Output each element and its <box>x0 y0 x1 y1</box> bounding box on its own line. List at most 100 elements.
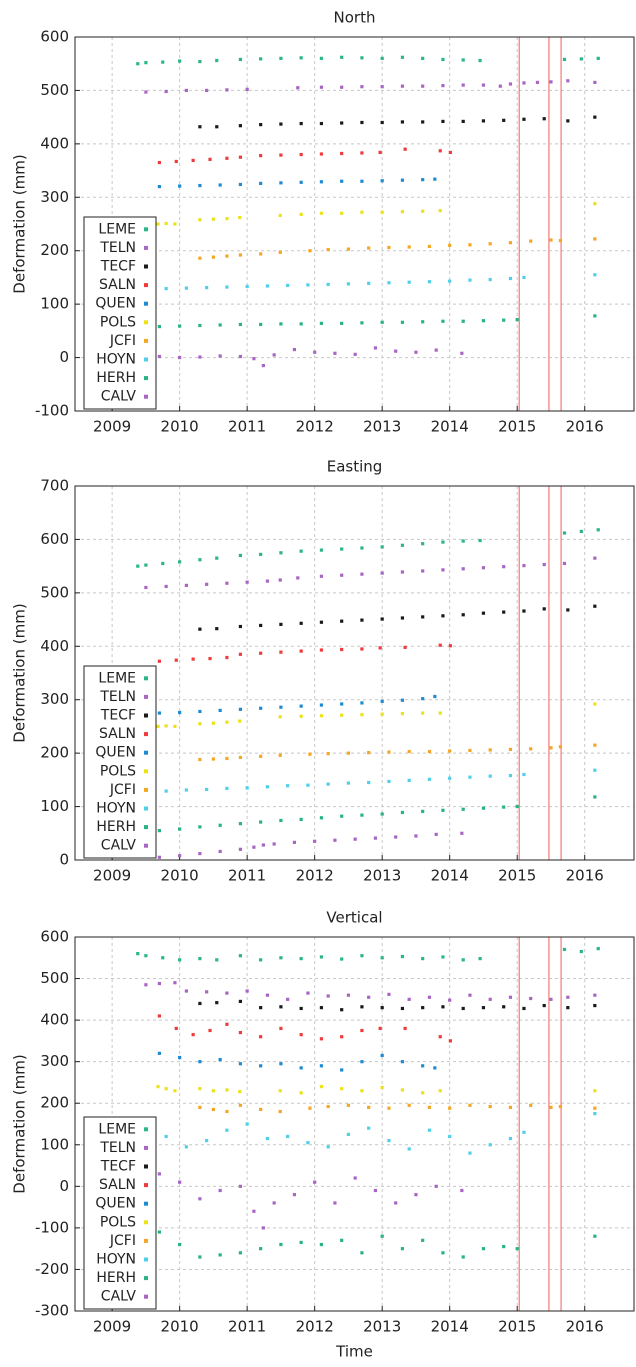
data-point <box>319 85 324 89</box>
legend-swatch <box>144 1257 148 1262</box>
data-point <box>421 84 425 88</box>
data-point <box>400 1060 405 1064</box>
data-point <box>299 1091 303 1095</box>
data-point <box>238 253 243 257</box>
data-point <box>522 609 526 613</box>
data-point <box>296 86 300 90</box>
data-point <box>400 570 405 574</box>
data-point <box>161 561 165 566</box>
data-point <box>461 807 465 811</box>
data-point <box>245 1122 249 1126</box>
data-point <box>340 713 344 717</box>
data-point <box>407 280 411 284</box>
data-point <box>299 704 303 708</box>
data-point <box>265 284 270 288</box>
data-point <box>198 558 202 562</box>
data-point <box>421 697 425 701</box>
data-point <box>238 124 243 128</box>
data-point <box>460 1188 464 1193</box>
data-point <box>360 1005 364 1009</box>
data-point <box>333 838 337 842</box>
data-point <box>593 768 597 772</box>
data-point <box>157 185 161 189</box>
data-point <box>333 1201 337 1205</box>
data-point <box>407 1147 411 1151</box>
data-point <box>279 153 283 157</box>
data-point <box>164 1087 168 1091</box>
data-point <box>549 997 553 1001</box>
data-point <box>421 569 425 573</box>
data-point <box>400 55 405 59</box>
legend-swatch <box>144 1145 148 1150</box>
legend-swatch <box>144 264 148 269</box>
data-point <box>373 836 378 840</box>
legend-swatch <box>144 1220 148 1225</box>
data-point <box>259 252 263 256</box>
data-point <box>178 560 182 564</box>
data-point <box>438 1089 442 1093</box>
legend-swatch <box>144 283 148 288</box>
data-point <box>441 540 445 544</box>
data-point <box>326 282 330 286</box>
data-point <box>286 784 290 788</box>
data-point <box>319 321 324 325</box>
data-point <box>346 1132 351 1136</box>
data-point <box>205 88 209 93</box>
legend-swatch <box>144 825 148 830</box>
data-point <box>360 1089 364 1093</box>
data-point <box>178 958 182 962</box>
data-point <box>191 1033 195 1037</box>
data-point <box>299 322 303 326</box>
data-point <box>461 1255 465 1259</box>
data-point <box>279 1062 283 1066</box>
data-point <box>261 1226 265 1230</box>
data-point <box>421 120 425 124</box>
data-point <box>400 1088 405 1092</box>
data-point <box>313 350 317 354</box>
data-point <box>593 795 597 799</box>
data-point <box>421 1091 425 1095</box>
data-point <box>326 1104 330 1109</box>
y-tick-label: 200 <box>40 241 69 259</box>
data-point <box>488 997 492 1001</box>
data-point <box>225 720 229 724</box>
data-point <box>468 993 472 997</box>
data-point <box>542 607 546 611</box>
data-point <box>441 568 445 572</box>
data-point <box>278 753 282 757</box>
data-point <box>225 1022 229 1026</box>
legend-swatch <box>144 1276 148 1281</box>
data-point <box>178 1180 182 1184</box>
data-point <box>461 83 465 87</box>
data-point <box>394 1201 398 1205</box>
y-tick-label: 0 <box>59 348 69 366</box>
data-point <box>387 281 391 285</box>
x-tick-label: 2009 <box>93 418 131 436</box>
data-point <box>225 254 229 258</box>
data-point <box>238 182 243 187</box>
data-point <box>481 1247 486 1251</box>
data-point <box>164 789 168 793</box>
y-tick-label: 600 <box>40 530 69 548</box>
data-point <box>596 56 600 60</box>
data-point <box>208 157 212 161</box>
data-point <box>448 749 452 753</box>
data-point <box>508 747 513 752</box>
data-point <box>279 181 283 185</box>
data-point <box>198 722 202 726</box>
data-point <box>407 997 411 1001</box>
data-point <box>478 58 482 63</box>
data-point <box>579 949 583 954</box>
data-point <box>488 1104 492 1109</box>
data-point <box>593 1106 597 1110</box>
data-point <box>448 150 452 155</box>
data-point <box>427 777 432 781</box>
data-point <box>245 989 249 993</box>
data-point <box>387 750 391 754</box>
data-point <box>481 83 486 87</box>
data-point <box>346 993 351 997</box>
data-point <box>434 1184 438 1188</box>
data-point <box>299 817 303 821</box>
data-point <box>367 246 371 250</box>
data-point <box>198 1255 202 1259</box>
